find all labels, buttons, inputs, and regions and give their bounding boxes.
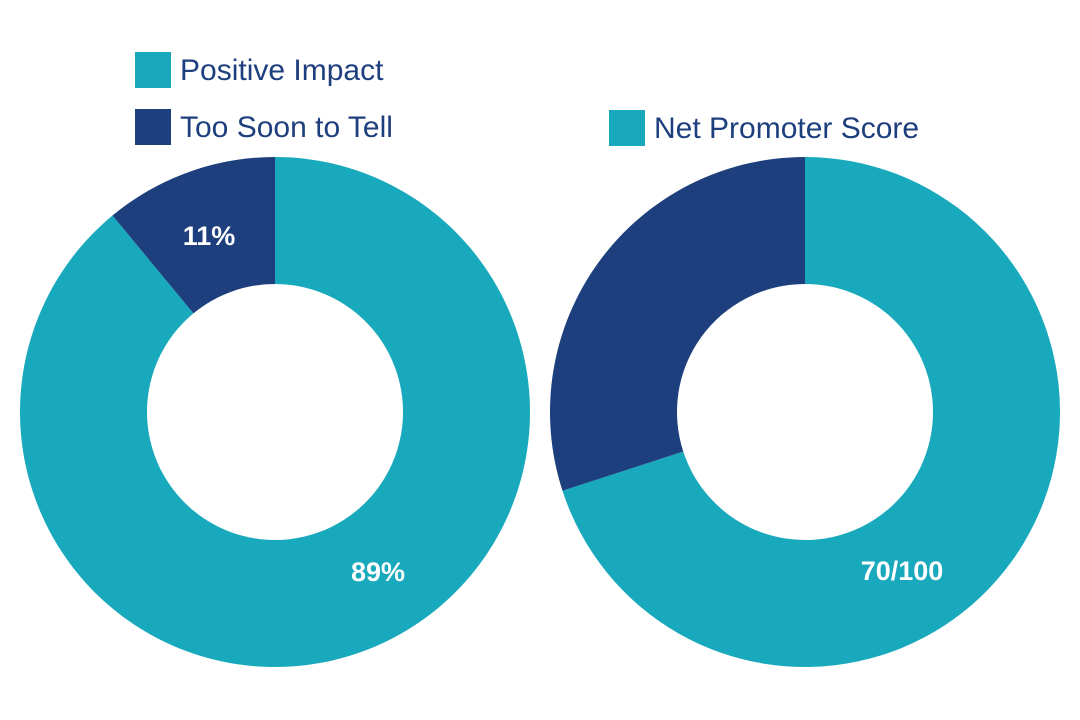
donut-chart-impact: 89% 11%	[20, 157, 530, 668]
legend-swatch-net-promoter-score	[609, 110, 645, 146]
data-label-net-promoter-score: 70/100	[861, 556, 944, 586]
legend-item-net-promoter-score: Net Promoter Score	[609, 110, 919, 146]
slice-net-promoter-score	[562, 157, 1060, 667]
chart2-legend: Net Promoter Score	[609, 110, 919, 146]
legend-swatch-too-soon-to-tell	[135, 109, 171, 145]
legend-label-net-promoter-score: Net Promoter Score	[654, 112, 919, 145]
data-label-positive-impact: 89%	[351, 557, 405, 587]
slice-nps-remainder	[549, 157, 805, 491]
chart1-legend: Positive Impact Too Soon to Tell	[135, 52, 393, 145]
legend-swatch-positive-impact	[135, 52, 171, 88]
data-label-too-soon-to-tell: 11%	[183, 221, 236, 251]
legend-label-positive-impact: Positive Impact	[180, 54, 384, 87]
legend-item-too-soon-to-tell: Too Soon to Tell	[135, 109, 393, 145]
legend-item-positive-impact: Positive Impact	[135, 52, 384, 88]
slice-positive-impact	[20, 157, 530, 668]
donut-chart-nps: 70/100	[549, 157, 1060, 667]
slice-too-soon-to-tell	[112, 157, 276, 314]
legend-label-too-soon-to-tell: Too Soon to Tell	[180, 111, 393, 144]
